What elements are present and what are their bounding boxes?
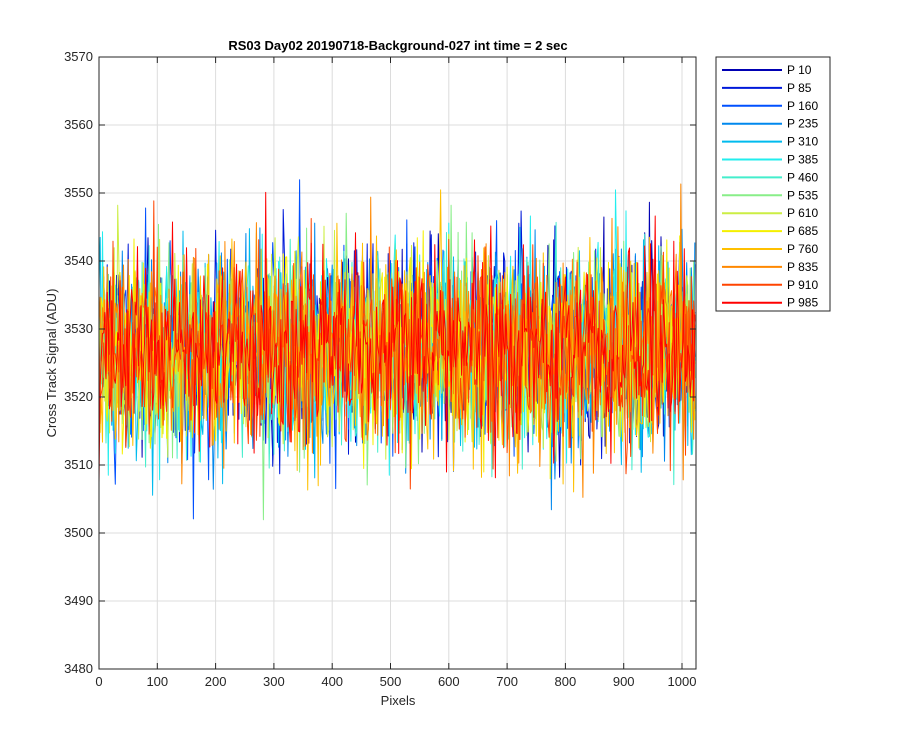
legend-label: P 535 [787,188,818,202]
y-tick-labels: 3480 3490 3500 3510 3520 3530 3540 3550 3560 3570 [64,49,93,676]
x-tick-label: 600 [438,674,460,689]
legend-box [715,56,831,312]
legend-label: P 310 [787,135,818,149]
y-axis-title: Cross Track Signal (ADU) [44,289,59,438]
x-tick-labels: 0 100 200 300 400 500 600 700 800 900 1000 [95,674,696,689]
x-tick-label: 300 [263,674,285,689]
x-tick-label: 0 [95,674,102,689]
y-tick-label: 3570 [64,49,93,64]
legend-label: P 835 [787,260,818,274]
legend-label: P 685 [787,224,818,238]
plot-frame [98,56,697,670]
y-tick-label: 3480 [64,661,93,676]
x-tick-label: 200 [205,674,227,689]
legend-label: P 760 [787,242,818,256]
series-lines [98,179,696,521]
legend-label: P 385 [787,153,818,167]
x-tick-label: 800 [555,674,577,689]
legend-label: P 160 [787,99,818,113]
y-tick-label: 3500 [64,525,93,540]
legend-label: P 910 [787,278,818,292]
x-tick-label: 500 [380,674,402,689]
legend-items: P 10 P 85 P 160 P 235 P 310 P 385 P 460 P 535 P … [722,63,818,310]
chart-title: RS03 Day02 20190718-Background-027 int t… [228,38,567,53]
legend: P 10 P 85 P 160 P 235 P 310 P 385 P 460 P 535 P … [715,56,831,312]
x-tick-label: 100 [146,674,168,689]
legend-label: P 460 [787,170,818,184]
plot-area [98,56,697,670]
x-tick-label: 900 [613,674,635,689]
x-tick-label: 700 [496,674,518,689]
legend-label: P 10 [787,63,812,77]
x-tick-label: 400 [321,674,343,689]
legend-label: P 235 [787,117,818,131]
y-tick-label: 3530 [64,321,93,336]
x-tick-label: 1000 [668,674,697,689]
x-axis-title: Pixels [381,693,416,708]
series-line-p985 [98,191,696,484]
legend-label: P 610 [787,206,818,220]
tick-marks [98,56,696,670]
y-tick-label: 3540 [64,253,93,268]
legend-label: P 985 [787,296,818,310]
y-tick-label: 3490 [64,593,93,608]
y-tick-label: 3510 [64,457,93,472]
legend-label: P 85 [787,81,812,95]
y-tick-label: 3560 [64,117,93,132]
y-tick-label: 3550 [64,185,93,200]
y-tick-label: 3520 [64,389,93,404]
